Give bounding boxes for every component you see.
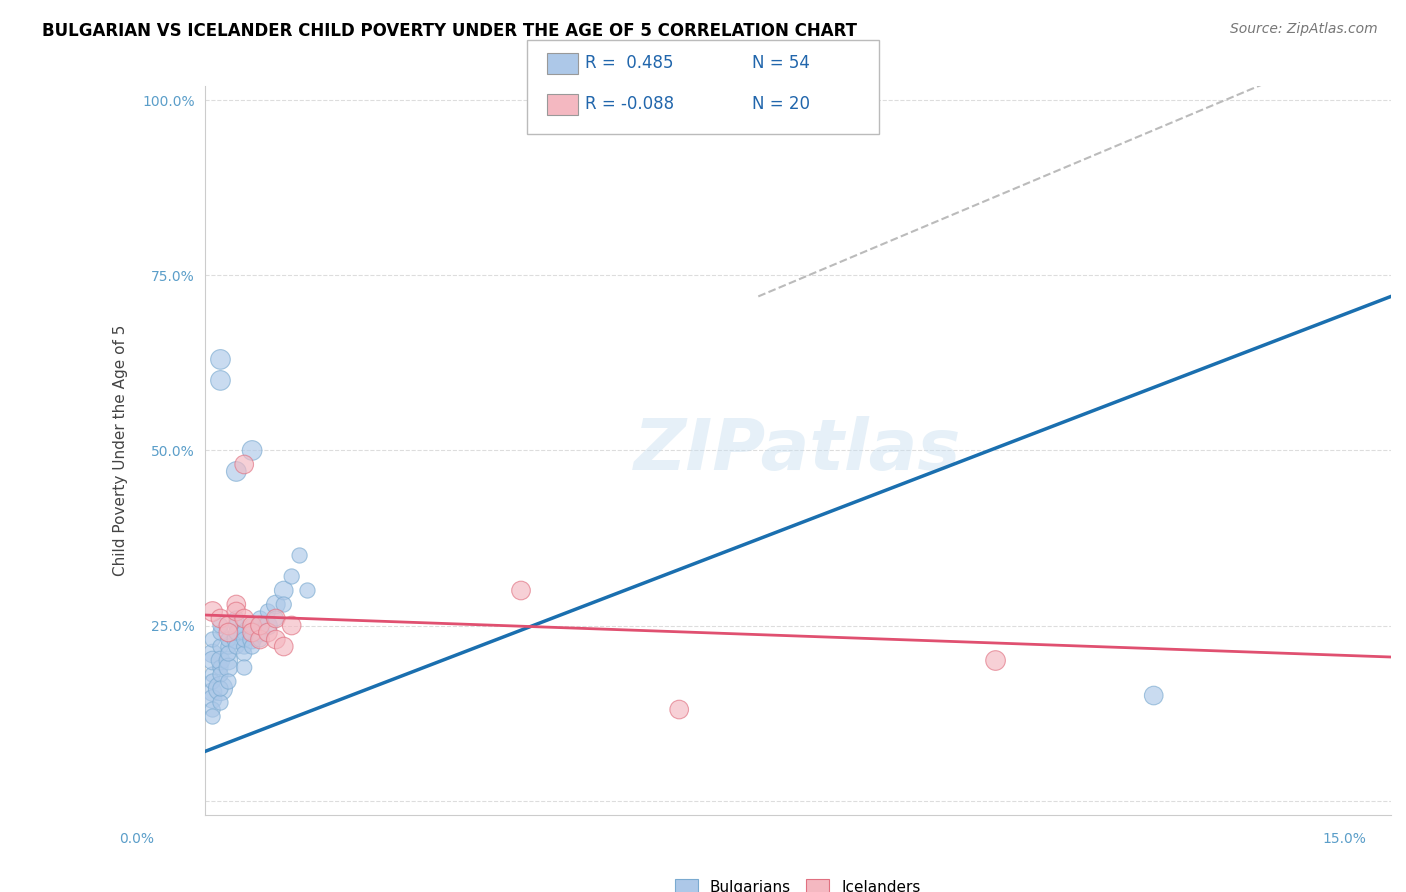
- Point: [273, 583, 295, 598]
- Point: [280, 569, 302, 583]
- Point: [201, 709, 224, 723]
- Text: N = 20: N = 20: [752, 95, 810, 113]
- Point: [240, 618, 263, 632]
- Point: [233, 458, 256, 472]
- Point: [201, 605, 224, 619]
- Point: [201, 674, 224, 689]
- Text: R =  0.485: R = 0.485: [585, 54, 673, 72]
- Point: [201, 685, 224, 699]
- Point: [217, 674, 239, 689]
- Point: [264, 611, 287, 625]
- Point: [233, 640, 256, 654]
- Point: [257, 625, 280, 640]
- Point: [209, 352, 232, 367]
- Point: [201, 653, 224, 667]
- Point: [209, 374, 232, 388]
- Point: [225, 611, 247, 625]
- Point: [225, 598, 247, 612]
- Point: [209, 653, 232, 667]
- Text: 0.0%: 0.0%: [120, 832, 155, 846]
- Point: [209, 640, 232, 654]
- Point: [240, 640, 263, 654]
- Point: [240, 618, 263, 632]
- Point: [217, 632, 239, 647]
- Y-axis label: Child Poverty Under the Age of 5: Child Poverty Under the Age of 5: [114, 325, 128, 576]
- Point: [984, 653, 1007, 667]
- Point: [280, 618, 302, 632]
- Point: [233, 647, 256, 661]
- Point: [217, 640, 239, 654]
- Point: [201, 632, 224, 647]
- Text: N = 54: N = 54: [752, 54, 810, 72]
- Text: Source: ZipAtlas.com: Source: ZipAtlas.com: [1230, 22, 1378, 37]
- Point: [249, 625, 271, 640]
- Legend: Bulgarians, Icelanders: Bulgarians, Icelanders: [669, 873, 927, 892]
- Point: [249, 611, 271, 625]
- Point: [233, 625, 256, 640]
- Point: [201, 692, 224, 706]
- Point: [233, 660, 256, 674]
- Point: [209, 681, 232, 696]
- Point: [249, 632, 271, 647]
- Point: [288, 549, 311, 563]
- Point: [668, 702, 690, 716]
- Point: [257, 605, 280, 619]
- Point: [233, 632, 256, 647]
- Point: [209, 667, 232, 681]
- Text: ZIPatlas: ZIPatlas: [634, 416, 962, 485]
- Point: [240, 625, 263, 640]
- Text: 15.0%: 15.0%: [1323, 832, 1367, 846]
- Point: [297, 583, 319, 598]
- Point: [233, 611, 256, 625]
- Point: [264, 598, 287, 612]
- Point: [225, 465, 247, 479]
- Point: [201, 667, 224, 681]
- Point: [257, 618, 280, 632]
- Point: [249, 632, 271, 647]
- Point: [217, 660, 239, 674]
- Point: [240, 443, 263, 458]
- Point: [209, 696, 232, 710]
- Point: [225, 632, 247, 647]
- Point: [273, 598, 295, 612]
- Point: [273, 640, 295, 654]
- Point: [217, 647, 239, 661]
- Point: [264, 632, 287, 647]
- Point: [225, 625, 247, 640]
- Point: [264, 611, 287, 625]
- Point: [225, 618, 247, 632]
- Text: R = -0.088: R = -0.088: [585, 95, 673, 113]
- Point: [249, 618, 271, 632]
- Text: BULGARIAN VS ICELANDER CHILD POVERTY UNDER THE AGE OF 5 CORRELATION CHART: BULGARIAN VS ICELANDER CHILD POVERTY UND…: [42, 22, 858, 40]
- Point: [1143, 689, 1166, 703]
- Point: [510, 583, 533, 598]
- Point: [209, 625, 232, 640]
- Point: [240, 632, 263, 647]
- Point: [209, 660, 232, 674]
- Point: [217, 653, 239, 667]
- Point: [217, 618, 239, 632]
- Point: [217, 625, 239, 640]
- Point: [225, 605, 247, 619]
- Point: [225, 640, 247, 654]
- Point: [201, 702, 224, 716]
- Point: [209, 681, 232, 696]
- Point: [209, 611, 232, 625]
- Point: [209, 618, 232, 632]
- Point: [201, 647, 224, 661]
